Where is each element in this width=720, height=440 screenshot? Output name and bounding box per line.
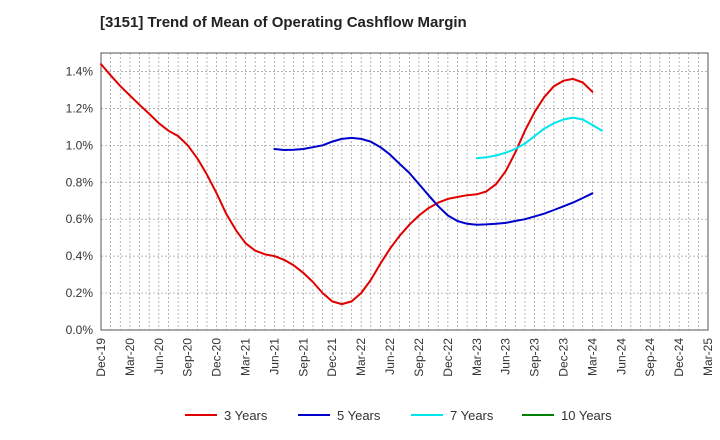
y-tick-label: 1.4% <box>66 64 94 78</box>
x-tick-label: Jun-23 <box>499 338 513 375</box>
x-tick-label: Sep-20 <box>181 338 195 377</box>
x-tick-label: Mar-24 <box>585 338 599 376</box>
series-layer <box>100 63 603 306</box>
x-tick-label: Sep-21 <box>296 338 310 377</box>
x-tick-label: Dec-21 <box>325 338 339 377</box>
x-tick-label: Mar-22 <box>354 338 368 376</box>
legend-label: 7 Years <box>450 408 494 423</box>
x-tick-label: Mar-23 <box>470 338 484 376</box>
x-tick-label: Sep-23 <box>528 338 542 377</box>
x-tick-label: Dec-22 <box>441 338 455 377</box>
y-tick-label: 0.0% <box>66 323 94 337</box>
x-tick-label: Jun-24 <box>614 338 628 375</box>
y-tick-label: 0.2% <box>66 286 94 300</box>
y-tick-label: 1.0% <box>66 138 94 152</box>
series-line-3-years <box>100 63 594 306</box>
x-tick-label: Sep-22 <box>412 338 426 377</box>
x-tick-label: Dec-20 <box>210 338 224 377</box>
legend-label: 3 Years <box>224 408 268 423</box>
legend-label: 5 Years <box>337 408 381 423</box>
x-tick-label: Jun-20 <box>152 338 166 375</box>
y-tick-label: 0.6% <box>66 212 94 226</box>
x-tick-label: Jun-21 <box>267 338 281 375</box>
plot-frame <box>100 52 709 331</box>
legend-label: 10 Years <box>561 408 612 423</box>
y-tick-label: 1.2% <box>66 101 94 115</box>
x-tick-label: Dec-24 <box>672 338 686 377</box>
series-line-5-years <box>273 136 594 226</box>
x-tick-label: Sep-24 <box>643 338 657 377</box>
series-line-7-years <box>475 116 603 160</box>
x-tick-label: Mar-20 <box>123 338 137 376</box>
axis-layer: 0.0% 0.2% 0.4% 0.6% 0.8% 1.0% 1.2% 1.4% Dec-19 Ma… <box>66 52 715 377</box>
y-tick-label: 0.8% <box>66 175 94 189</box>
x-tick-label: Dec-19 <box>94 338 108 377</box>
x-tick-label: Mar-21 <box>239 338 253 376</box>
x-tick-label: Dec-23 <box>556 338 570 377</box>
chart-title: [3151] Trend of Mean of Operating Cashfl… <box>100 14 467 31</box>
x-tick-label: Jun-22 <box>383 338 397 375</box>
legend: 3 Years 5 Years 7 Years 10 Years <box>185 408 612 423</box>
grid-layer <box>100 53 709 331</box>
x-tick-label: Mar-25 <box>701 338 715 376</box>
y-tick-label: 0.4% <box>66 249 94 263</box>
